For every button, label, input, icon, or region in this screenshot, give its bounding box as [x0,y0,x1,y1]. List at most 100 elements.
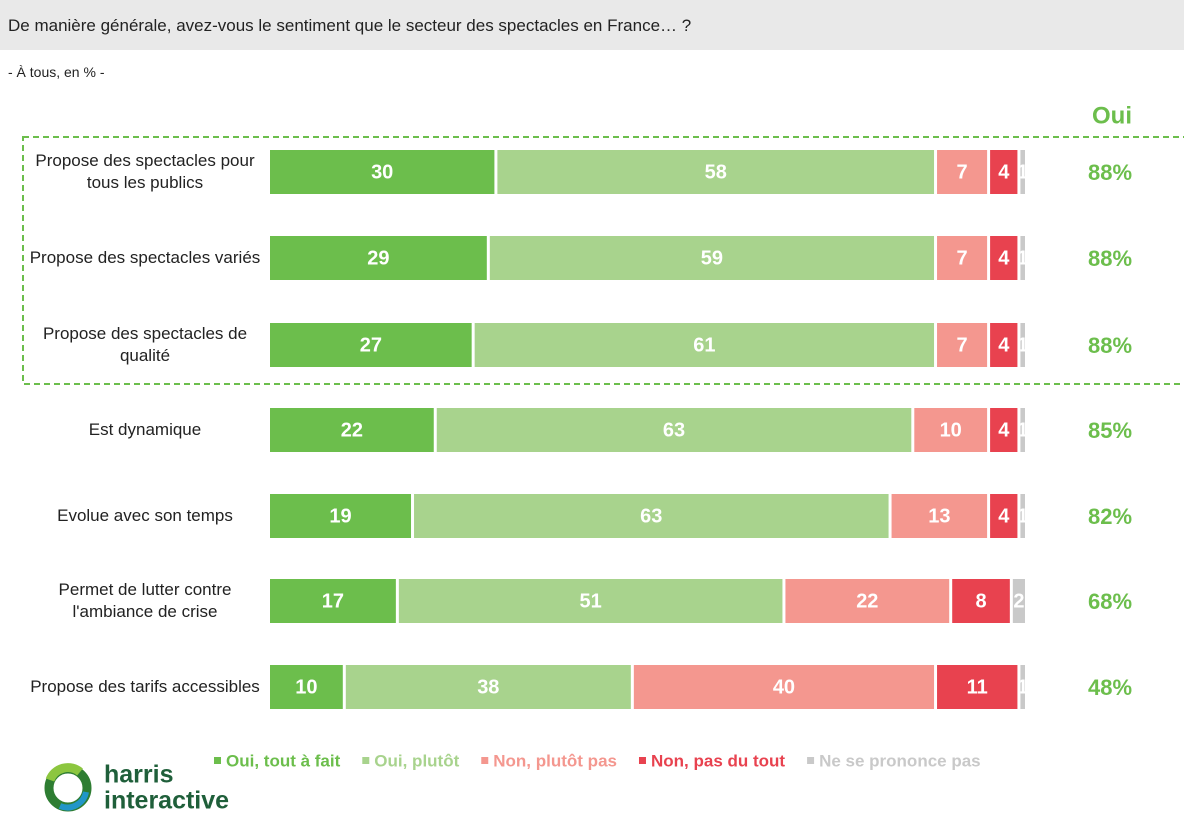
value-label: 63 [640,505,662,527]
total-label: 85% [1088,418,1132,443]
subtitle: - À tous, en % - [8,64,105,80]
bar-segment [497,150,935,194]
total-header: Oui [1092,102,1132,129]
bar-segment [270,323,472,367]
value-label: 4 [998,161,1010,183]
value-label: 30 [371,161,393,183]
value-label: 63 [663,419,685,441]
bar-segment [1020,150,1025,194]
value-label: 58 [705,161,727,183]
legend-swatch [362,757,370,764]
value-label: 17 [322,590,344,612]
bar-segment [270,494,412,538]
title-bar [0,0,1184,50]
value-label: 51 [580,590,602,612]
bar-segment [937,236,988,280]
bar-segment [270,665,343,709]
value-label: 19 [329,505,351,527]
bar-segment [270,408,434,452]
category-label: Propose des spectacles pour tous les pub… [35,151,255,192]
legend-label: Non, pas du tout [651,751,785,770]
legend-label: Oui, plutôt [374,751,459,770]
value-label: 1 [1017,419,1028,441]
value-label: 40 [773,676,795,698]
category-label: Evolue avec son temps [57,506,233,525]
value-label: 29 [367,247,389,269]
total-label: 68% [1088,589,1132,614]
bar-segment [891,494,988,538]
value-label: 61 [693,334,715,356]
bar-segment [270,150,495,194]
bar-segment [345,665,631,709]
category-label: Propose des spectacles de qualité [42,324,248,365]
highlight-box [22,136,1184,385]
value-label: 1 [1017,247,1028,269]
value-label: 2 [1013,590,1024,612]
bar-segment [1012,579,1025,623]
bar-segment [1020,665,1025,709]
value-label: 7 [957,247,968,269]
bar-segment [937,665,1018,709]
legend-swatch [214,757,221,764]
logo-mark [44,763,92,812]
value-label: 7 [957,161,968,183]
bar-segment [937,323,988,367]
legend-label: Oui, tout à fait [226,751,341,770]
bar-segment [1020,236,1025,280]
legend-swatch [638,757,646,764]
bar-segment [270,236,487,280]
value-label: 27 [360,334,382,356]
category-label: Propose des spectacles variés [29,248,261,267]
value-label: 10 [295,676,317,698]
value-label: 1 [1017,334,1028,356]
bar-segment [270,579,396,623]
value-label: 1 [1017,161,1028,183]
bar-segment [990,236,1018,280]
bar-segment [914,408,988,452]
category-label: Propose des tarifs accessibles [30,677,260,696]
category-label: Permet de lutter contre l'ambiance de cr… [58,580,232,621]
value-label: 22 [341,419,363,441]
bar-segment [785,579,950,623]
total-label: 88% [1088,333,1132,358]
value-label: 22 [856,590,878,612]
bar-segment [633,665,935,709]
value-label: 13 [928,505,950,527]
legend-label: Ne se prononce pas [819,751,981,770]
value-label: 11 [967,676,988,698]
value-label: 8 [975,590,986,612]
bar-segment [990,150,1018,194]
value-label: 7 [957,334,968,356]
legend-swatch [481,757,489,764]
total-label: 48% [1088,675,1132,700]
value-label: 1 [1017,676,1028,698]
bar-segment [414,494,889,538]
value-label: 4 [998,505,1010,527]
total-label: 88% [1088,246,1132,271]
value-label: 4 [998,247,1010,269]
bar-segment [952,579,1010,623]
value-label: 10 [940,419,962,441]
bar-segment [1020,323,1025,367]
bar-segment [990,323,1018,367]
bar-segment [398,579,783,623]
title: De manière générale, avez-vous le sentim… [8,16,692,35]
value-label: 4 [998,419,1010,441]
value-label: 38 [477,676,499,698]
value-label: 59 [701,247,723,269]
bar-segment [1020,494,1025,538]
bar-segment [474,323,935,367]
bar-segment [990,494,1018,538]
bar-segment [1020,408,1025,452]
bar-segment [436,408,912,452]
total-label: 82% [1088,504,1132,529]
value-label: 1 [1017,505,1028,527]
bar-segment [489,236,935,280]
bar-segment [937,150,988,194]
legend-swatch [807,757,815,764]
category-label: Est dynamique [88,420,202,439]
bar-segment [990,408,1018,452]
value-label: 4 [998,334,1010,356]
logo-text: interactive [104,787,229,815]
